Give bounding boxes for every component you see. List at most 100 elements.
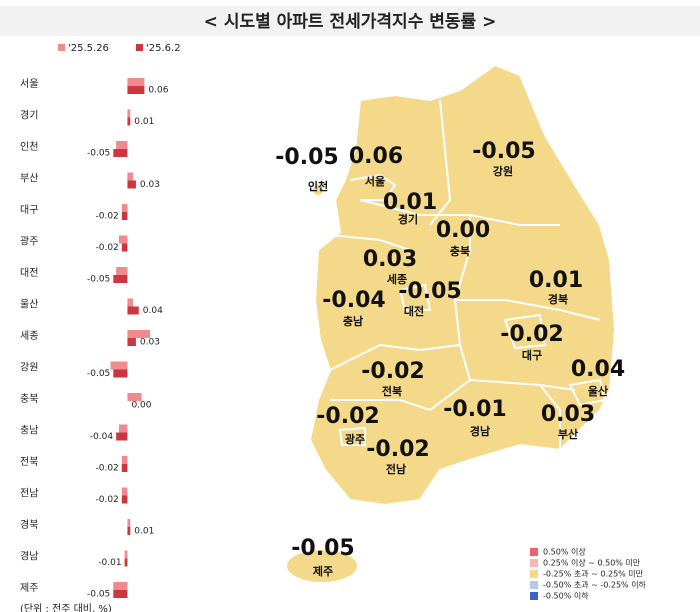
map-value: -0.02 bbox=[361, 359, 424, 384]
value-label: 0.03 bbox=[140, 180, 160, 190]
category-label: 부산 bbox=[20, 173, 38, 185]
map-region-name: 강원 bbox=[493, 164, 513, 178]
bar bbox=[116, 432, 128, 441]
bar bbox=[110, 361, 128, 370]
bar bbox=[121, 204, 128, 212]
category-label: 전북 bbox=[20, 456, 38, 468]
bar bbox=[121, 487, 128, 496]
map-legend-swatch bbox=[530, 592, 538, 600]
bar bbox=[127, 519, 131, 527]
category-label: 대구 bbox=[20, 204, 38, 216]
map-region-name: 광주 bbox=[345, 433, 365, 446]
bar bbox=[127, 298, 134, 307]
category-label: 서울 bbox=[20, 78, 38, 90]
map bbox=[285, 63, 617, 584]
map-region-name: 충북 bbox=[450, 244, 470, 258]
category-label: 전남 bbox=[20, 488, 38, 500]
value-label: 0.03 bbox=[140, 338, 160, 348]
bar bbox=[127, 86, 145, 94]
category-label: 광주 bbox=[20, 236, 38, 248]
map-value: -0.01 bbox=[443, 397, 506, 422]
category-label: 인천 bbox=[20, 141, 38, 153]
map-legend-label: -0.50% 이하 bbox=[543, 591, 589, 601]
value-label: -0.05 bbox=[87, 369, 110, 379]
bar bbox=[121, 212, 128, 220]
unit-note: (단위 : 전주 대비, %) bbox=[20, 602, 112, 612]
legend-label: '25.6.2 bbox=[146, 43, 181, 54]
map-region-name: 전북 bbox=[382, 384, 402, 398]
bar bbox=[121, 464, 128, 472]
bar bbox=[127, 117, 131, 126]
map-region-name: 대전 bbox=[404, 304, 424, 318]
bar bbox=[121, 243, 128, 252]
map-value: 0.06 bbox=[349, 144, 403, 169]
map-value: -0.05 bbox=[472, 139, 535, 164]
map-value: 0.01 bbox=[529, 268, 583, 293]
map-region-name: 충남 bbox=[343, 314, 363, 328]
map-value: 0.03 bbox=[541, 402, 595, 427]
map-region-name: 부산 bbox=[558, 427, 578, 441]
value-label: 0.06 bbox=[148, 86, 168, 96]
bar bbox=[127, 527, 131, 535]
category-label: 경북 bbox=[20, 518, 38, 531]
value-label: 0.01 bbox=[134, 527, 154, 537]
value-label: -0.01 bbox=[98, 558, 121, 568]
bar bbox=[118, 235, 128, 244]
map-legend-swatch bbox=[530, 570, 538, 578]
bar bbox=[127, 306, 139, 315]
bar bbox=[121, 456, 128, 464]
map-value: -0.04 bbox=[322, 288, 385, 313]
bar bbox=[113, 582, 128, 590]
bar bbox=[127, 172, 134, 181]
map-legend-swatch bbox=[530, 581, 538, 589]
map-value: 0.04 bbox=[571, 357, 625, 382]
bar bbox=[113, 590, 128, 598]
category-label: 충남 bbox=[20, 425, 38, 437]
bar bbox=[118, 424, 128, 433]
category-label: 경남 bbox=[20, 550, 38, 563]
value-label: -0.02 bbox=[95, 495, 118, 505]
bar bbox=[116, 267, 128, 275]
bar bbox=[113, 149, 128, 157]
map-incheon bbox=[311, 183, 325, 197]
map-value: -0.02 bbox=[366, 437, 429, 462]
bar bbox=[124, 550, 128, 559]
value-label: -0.04 bbox=[90, 432, 114, 442]
value-label: -0.05 bbox=[87, 275, 110, 285]
value-label: -0.05 bbox=[87, 149, 110, 159]
map-value: -0.02 bbox=[316, 404, 379, 429]
bar bbox=[127, 180, 136, 189]
bar bbox=[127, 109, 131, 118]
value-label: -0.05 bbox=[87, 590, 110, 600]
bar bbox=[121, 495, 128, 504]
bar bbox=[127, 338, 136, 346]
map-region-name: 경기 bbox=[398, 212, 418, 226]
category-label: 울산 bbox=[20, 299, 38, 311]
map-legend-label: -0.25% 초과 ~ 0.25% 미만 bbox=[543, 570, 644, 579]
value-label: 0.00 bbox=[131, 401, 151, 411]
map-borders bbox=[329, 99, 607, 450]
map-region-name: 제주 bbox=[313, 564, 333, 578]
map-region-name: 서울 bbox=[365, 174, 385, 188]
map-jeju bbox=[285, 548, 359, 584]
legend-label: '25.5.26 bbox=[68, 43, 109, 54]
bar bbox=[113, 369, 128, 378]
map-legend-swatch bbox=[530, 548, 538, 556]
map-region-name: 전남 bbox=[386, 462, 406, 476]
bar bbox=[113, 275, 128, 283]
category-label: 대전 bbox=[20, 267, 38, 279]
map-value: 0.00 bbox=[436, 218, 490, 243]
category-label: 충북 bbox=[20, 393, 38, 405]
map-region-name: 세종 bbox=[387, 272, 407, 286]
legend-swatch bbox=[58, 44, 65, 51]
chart-title: < 시도별 아파트 전세가격지수 변동률 > bbox=[204, 12, 497, 32]
bar bbox=[127, 393, 142, 401]
value-label: -0.02 bbox=[95, 243, 118, 253]
map-region-name: 인천 bbox=[308, 179, 328, 193]
value-label: 0.04 bbox=[143, 306, 163, 316]
legend-swatch bbox=[136, 44, 143, 51]
map-value: 0.03 bbox=[363, 247, 417, 272]
map-value: -0.05 bbox=[398, 279, 461, 304]
map-region-name: 대구 bbox=[522, 348, 542, 362]
